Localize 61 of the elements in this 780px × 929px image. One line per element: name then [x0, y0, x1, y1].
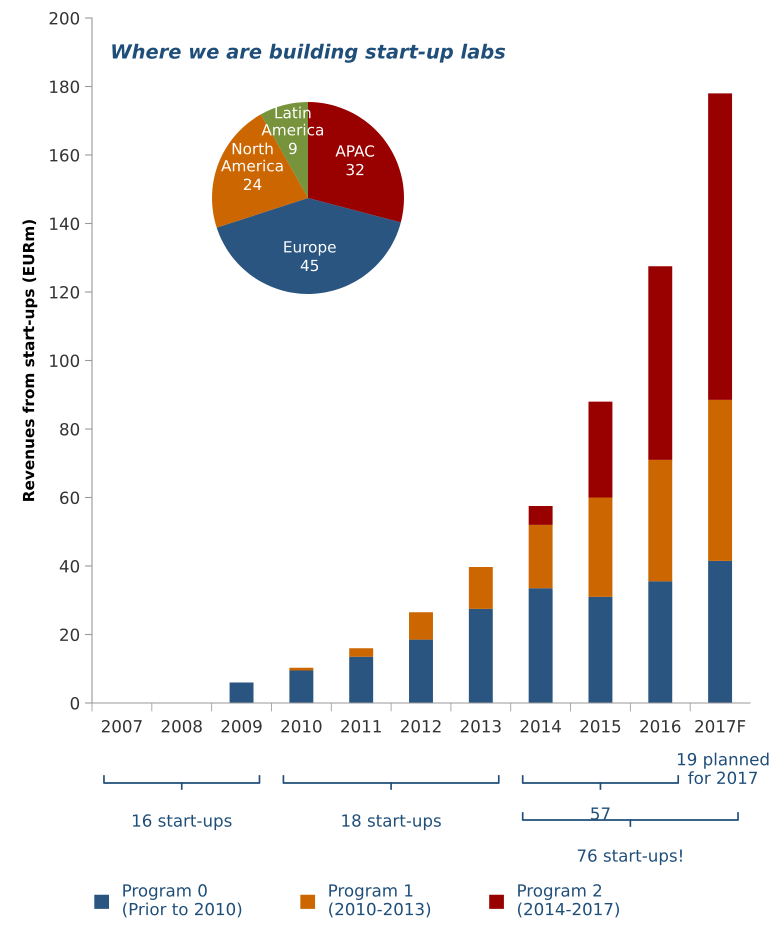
bar [289, 670, 314, 703]
chart-title: Where we are building start-up labs [112, 44, 506, 63]
bar [468, 608, 493, 703]
x-tick-label: 2009 [222, 720, 262, 733]
x-tick-label: 2008 [162, 720, 202, 733]
y-tick-label: 140 [50, 217, 80, 230]
y-tick-label: 80 [60, 422, 80, 436]
slice-label: APAC [335, 145, 374, 157]
bar [588, 498, 612, 597]
bar [648, 581, 672, 703]
text: 57 [591, 807, 610, 820]
data-label: 32 [346, 164, 364, 176]
text: 76 start-ups! [578, 849, 682, 866]
y-tick-label: 20 [60, 628, 80, 642]
bar [468, 567, 493, 609]
bar [708, 560, 732, 703]
y-tick-label: 120 [50, 286, 80, 299]
text: 18 start-ups [342, 814, 441, 830]
y-tick-label: 180 [50, 80, 80, 94]
legend-label: Program 0 (Prior to 2010) [123, 884, 242, 918]
x-tick-label: 2012 [401, 720, 441, 733]
data-label: 9 [288, 142, 297, 154]
y-tick-label: 40 [60, 560, 80, 573]
data-label: 24 [244, 178, 262, 190]
bar [648, 460, 672, 582]
bar [648, 266, 672, 460]
bar [708, 400, 732, 561]
x-tick-label: 2007 [102, 720, 142, 733]
y-tick-label: 60 [60, 491, 80, 504]
y-tick-label: 0 [70, 696, 80, 710]
x-tick-label: 2010 [281, 720, 322, 733]
bar [528, 506, 553, 525]
bar [230, 682, 254, 703]
bar [588, 402, 612, 498]
x-tick-label: 2011 [341, 720, 381, 733]
pie-slice [216, 198, 401, 294]
x-tick-label: 2016 [640, 720, 680, 733]
bar [588, 596, 612, 703]
legend-label: Program 1 (2010-2013) [329, 884, 430, 918]
slice-label: North America [221, 142, 283, 172]
bar [409, 640, 433, 703]
x-tick-label: 2015 [580, 720, 620, 733]
y-tick-label: 200 [50, 12, 80, 25]
legend-label: Program 2 (2014-2017) [518, 884, 619, 918]
bar [409, 612, 433, 640]
text: 19 planned for 2017 [678, 752, 769, 784]
y-tick-label: 100 [50, 354, 80, 368]
y-tick-label: 160 [50, 148, 80, 162]
bar [349, 648, 374, 657]
x-tick-label: 2014 [520, 720, 561, 733]
x-tick-label: 2013 [460, 720, 501, 733]
slice-label: Europe [284, 241, 336, 256]
data-label: 45 [300, 260, 318, 272]
bar [528, 588, 553, 703]
bar [349, 656, 374, 703]
x-tick-label: 2017F [695, 720, 746, 733]
bar [528, 524, 553, 588]
text: 16 start-ups [132, 814, 232, 830]
bar [708, 93, 732, 400]
bar [289, 668, 314, 670]
y-axis-title: Revenues from start-ups (EURm) [22, 220, 38, 501]
